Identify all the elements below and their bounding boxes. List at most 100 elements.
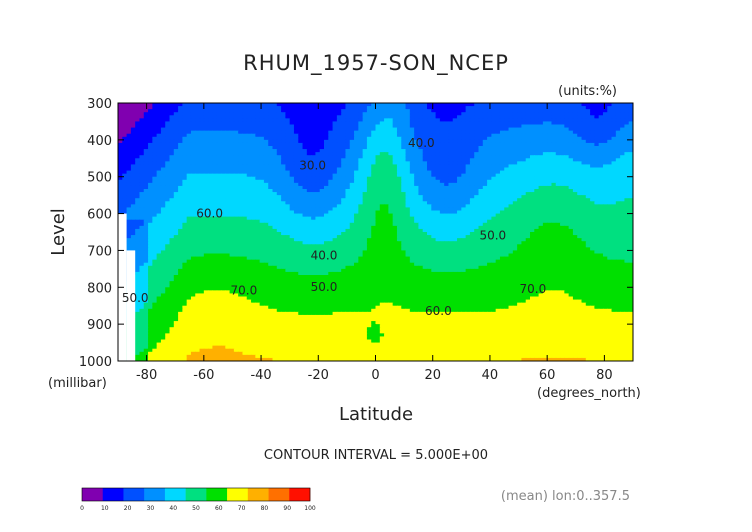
contour-cell bbox=[302, 201, 308, 205]
contour-cell bbox=[491, 192, 497, 196]
contour-cell bbox=[178, 158, 183, 162]
contour-cell bbox=[577, 170, 583, 175]
contour-cell bbox=[487, 149, 492, 153]
contour-cell bbox=[396, 216, 402, 221]
contour-cell bbox=[568, 176, 574, 181]
contour-cell bbox=[577, 127, 583, 132]
contour-cell bbox=[225, 158, 231, 162]
contour-cell bbox=[427, 198, 432, 202]
contour-cell bbox=[521, 222, 527, 227]
contour-cell bbox=[341, 149, 347, 153]
contour-cell bbox=[203, 173, 209, 178]
contour-cell bbox=[311, 109, 317, 113]
contour-cell bbox=[461, 164, 467, 169]
contour-cell bbox=[495, 155, 501, 159]
contour-cell bbox=[173, 216, 179, 221]
contour-cell bbox=[409, 118, 415, 123]
contour-cell bbox=[293, 192, 299, 196]
contour-cell bbox=[221, 213, 226, 218]
contour-cell bbox=[208, 182, 214, 187]
contour-cell bbox=[285, 115, 291, 119]
contour-cell bbox=[405, 201, 411, 205]
contour-cell bbox=[439, 124, 445, 129]
contour-cell bbox=[371, 189, 377, 193]
contour-cell bbox=[216, 198, 222, 202]
contour-cell bbox=[281, 176, 286, 181]
contour-cell bbox=[221, 219, 226, 224]
contour-cell bbox=[349, 222, 355, 227]
contour-cell bbox=[349, 136, 355, 141]
contour-cell bbox=[551, 216, 557, 221]
contour-cell bbox=[328, 118, 334, 123]
contour-cell bbox=[182, 182, 188, 187]
contour-cell bbox=[461, 195, 467, 199]
contour-cell bbox=[568, 155, 574, 159]
contour-cell bbox=[216, 115, 222, 119]
contour-cell bbox=[521, 133, 527, 138]
contour-cell bbox=[457, 149, 462, 153]
contour-cell bbox=[594, 167, 600, 172]
contour-cell bbox=[590, 219, 595, 224]
contour-cell bbox=[293, 103, 299, 107]
contour-cell bbox=[388, 210, 394, 215]
contour-cell bbox=[624, 127, 630, 132]
contour-cell bbox=[439, 164, 445, 169]
contour-cell bbox=[499, 173, 505, 178]
contour-cell bbox=[435, 185, 441, 190]
contour-cell bbox=[143, 213, 149, 218]
contour-cell bbox=[148, 118, 153, 123]
contour-cell bbox=[487, 185, 492, 190]
contour-cell bbox=[362, 198, 368, 202]
contour-cell bbox=[482, 121, 488, 126]
contour-cell bbox=[452, 152, 458, 156]
contour-cell bbox=[118, 185, 123, 190]
contour-cell bbox=[221, 170, 226, 175]
contour-cell bbox=[577, 164, 583, 169]
contour-cell bbox=[186, 133, 192, 138]
contour-cell bbox=[439, 198, 445, 202]
contour-cell bbox=[444, 106, 450, 110]
contour-cell bbox=[306, 192, 312, 196]
contour-cell bbox=[469, 121, 475, 126]
contour-cell bbox=[572, 158, 578, 162]
contour-cell bbox=[332, 158, 338, 162]
contour-cell bbox=[590, 192, 595, 196]
contour-cell bbox=[375, 112, 381, 116]
contour-cell bbox=[118, 155, 123, 159]
contour-cell bbox=[414, 139, 420, 144]
contour-cell bbox=[568, 152, 574, 156]
contour-cell bbox=[268, 198, 274, 202]
contour-cell bbox=[255, 142, 261, 147]
contour-cell bbox=[491, 130, 497, 135]
contour-cell bbox=[366, 198, 372, 202]
contour-cell bbox=[457, 204, 462, 209]
contour-cell bbox=[538, 121, 544, 126]
contour-cell bbox=[324, 164, 329, 169]
contour-cell bbox=[272, 158, 278, 162]
contour-cell bbox=[611, 155, 617, 159]
contour-cell bbox=[311, 201, 317, 205]
contour-cell bbox=[345, 112, 351, 116]
contour-cell bbox=[422, 142, 428, 147]
contour-cell bbox=[263, 207, 269, 212]
contour-cell bbox=[564, 167, 570, 172]
contour-cell bbox=[547, 127, 553, 132]
contour-cell bbox=[251, 167, 256, 172]
contour-cell bbox=[530, 158, 535, 162]
contour-cell bbox=[435, 152, 441, 156]
contour-cell bbox=[512, 142, 518, 147]
contour-cell bbox=[384, 210, 389, 215]
contour-cell bbox=[324, 118, 329, 123]
contour-cell bbox=[336, 228, 342, 233]
contour-cell bbox=[607, 204, 613, 209]
contour-cell bbox=[233, 189, 239, 193]
contour-cell bbox=[388, 198, 394, 202]
contour-cell bbox=[169, 115, 175, 119]
contour-cell bbox=[302, 161, 308, 166]
contour-cell bbox=[590, 139, 595, 144]
contour-cell bbox=[521, 155, 527, 159]
contour-cell bbox=[414, 219, 420, 224]
contour-cell bbox=[581, 142, 587, 147]
contour-cell bbox=[517, 127, 523, 132]
contour-cell bbox=[199, 228, 205, 233]
